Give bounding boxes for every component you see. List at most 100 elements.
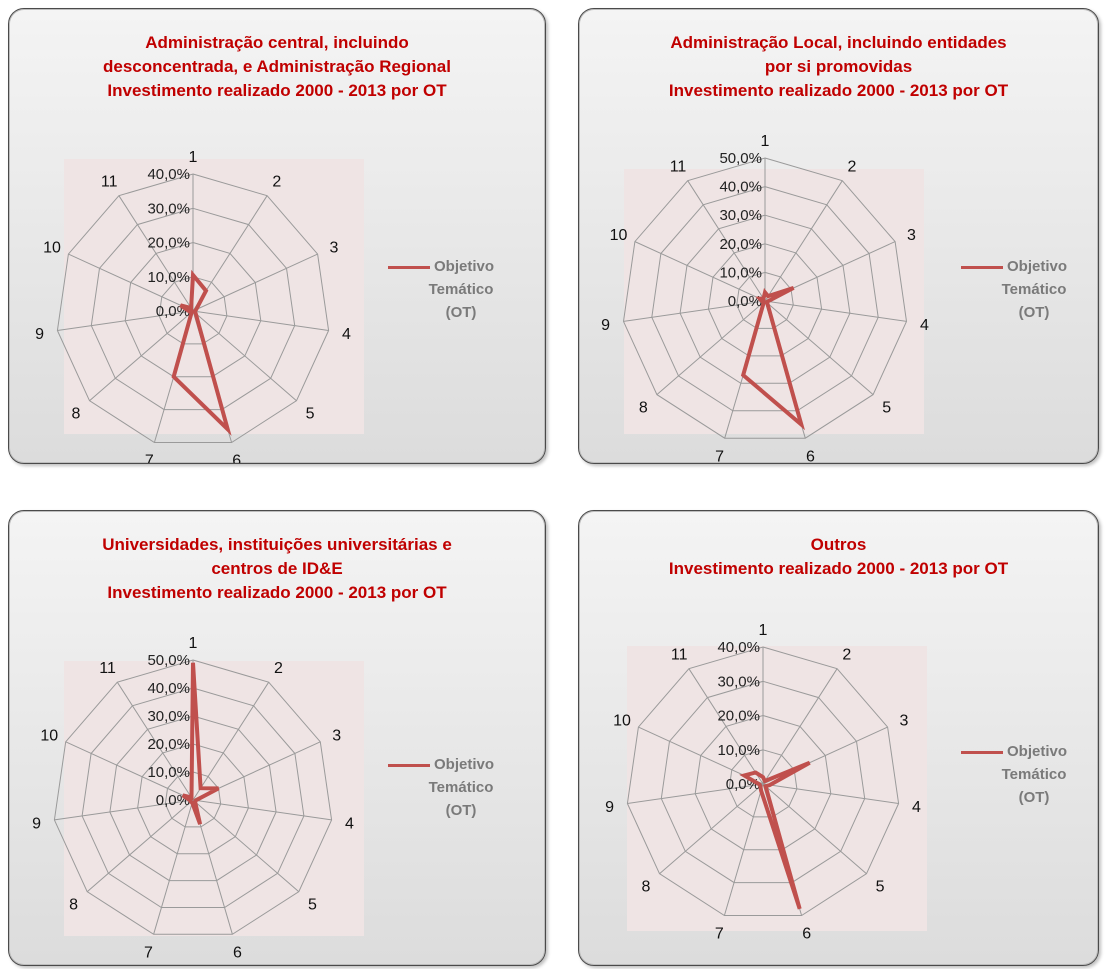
spoke (764, 300, 874, 395)
legend-label: Temático (428, 281, 494, 298)
legend-label: (OT) (1018, 789, 1050, 806)
category-label: 7 (715, 449, 724, 465)
category-label: 8 (639, 399, 648, 416)
spoke (89, 310, 194, 402)
category-label: 2 (272, 174, 281, 191)
category-label: 2 (848, 159, 857, 176)
axis-tick-label: 0,0% (156, 792, 190, 809)
category-label: 7 (145, 453, 154, 464)
chart-title-line: Administração central, incluindo (145, 33, 409, 52)
radar-chart: 0,0% 10,0% 20,0% 30,0% 40,0% 50,0%1 2 3 4 5 6 7 8 9 10… (601, 133, 929, 465)
legend: Objetivo Temático (OT) (388, 255, 495, 324)
grid-ring (626, 646, 900, 916)
chart-title-line: desconcentrada, e Administração Regional (103, 57, 451, 76)
spoke (192, 310, 297, 402)
spoke (762, 783, 867, 875)
category-label: 3 (907, 227, 916, 244)
axis-tick-label: 0,0% (726, 776, 760, 793)
legend-label: Objetivo (434, 258, 495, 275)
chart-panel-1: Administração central, incluindo desconc… (8, 8, 546, 464)
category-label: 11 (671, 647, 688, 664)
grid-ring (90, 207, 296, 411)
spoke (192, 681, 270, 801)
legend-label: Objetivo (1007, 743, 1068, 760)
series-line (740, 285, 805, 431)
category-label: 10 (610, 227, 628, 244)
category-label: 1 (761, 133, 770, 150)
category-label: 1 (759, 622, 768, 639)
spoke (192, 310, 329, 331)
grid-ring (728, 749, 798, 818)
chart-title-line: Investimento realizado 2000 - 2013 por O… (668, 81, 1009, 100)
grid-ring (158, 276, 228, 345)
legend-label: (OT) (1018, 304, 1050, 321)
grid-ring (679, 214, 851, 384)
chart-title-line: Investimento realizado 2000 - 2013 por O… (668, 559, 1009, 578)
category-label: 6 (802, 926, 811, 943)
axis-tick-label: 30,0% (717, 673, 760, 690)
chart-title: Outros Investimento realizado 2000 - 201… (579, 533, 1098, 581)
series-line (739, 760, 811, 910)
category-label: 1 (189, 149, 198, 166)
legend-swatch (961, 266, 1003, 269)
spoke (688, 668, 764, 785)
series-line (181, 662, 220, 825)
chart-panel-2: Administração Local, incluindo entidades… (578, 8, 1099, 464)
grid-ring (124, 241, 262, 378)
category-label: 8 (71, 406, 80, 423)
axis-tick-label: 30,0% (719, 207, 762, 224)
axis-tick-label: 30,0% (147, 200, 190, 217)
axis-tick-label: 30,0% (147, 708, 190, 725)
axis-tick-label: 50,0% (719, 150, 762, 167)
axis-tick-label: 40,0% (719, 179, 762, 196)
legend: Objetivo Temático (OT) (961, 740, 1068, 809)
chart-panel-3: Universidades, instituições universitári… (8, 510, 546, 966)
category-label: 8 (641, 879, 650, 896)
category-label: 11 (99, 660, 116, 677)
spoke (627, 783, 764, 804)
spoke (86, 799, 194, 893)
spoke (762, 783, 899, 804)
grid-ring (81, 687, 305, 908)
category-label: 10 (43, 240, 61, 257)
axis-tick-label: 20,0% (719, 236, 762, 253)
legend-label: (OT) (445, 304, 477, 321)
chart-title-line: por si promovidas (764, 57, 913, 76)
spoke (623, 300, 766, 322)
axis-tick-label: 40,0% (147, 166, 190, 183)
spoke (192, 799, 300, 893)
spoke (764, 300, 907, 322)
category-label: 3 (330, 240, 339, 257)
spoke (57, 310, 194, 331)
spoke (762, 668, 838, 785)
spoke (192, 799, 332, 821)
chart-title-line: Administração Local, incluindo entidades (670, 33, 1007, 52)
grid-ring (707, 243, 823, 357)
spoke (68, 253, 194, 312)
category-label: 8 (69, 897, 78, 914)
chart-title-line: centros de ID&E (211, 559, 343, 578)
spoke (116, 681, 194, 801)
legend-swatch (388, 764, 430, 767)
legend-label: Temático (1001, 281, 1067, 298)
legend-label: Objetivo (434, 756, 495, 773)
category-label: 4 (920, 317, 929, 334)
legend-swatch (388, 266, 430, 269)
plot-area (624, 169, 924, 434)
category-label: 7 (144, 945, 153, 962)
category-label: 5 (306, 406, 315, 423)
category-label: 10 (40, 727, 58, 744)
spoke (634, 241, 766, 302)
grid-ring (651, 186, 879, 412)
grid-ring (137, 743, 249, 855)
category-label: 11 (670, 159, 687, 176)
spoke (118, 195, 194, 312)
axis-tick-label: 40,0% (717, 639, 760, 656)
category-label: 3 (900, 713, 909, 730)
axis-tick-label: 10,0% (719, 264, 762, 281)
grid-ring (109, 715, 277, 882)
radar-chart: 0,0% 10,0% 20,0% 30,0% 40,0% 50,0%1 2 3 4 5 6 7 8 9 10… (32, 635, 364, 962)
legend: Objetivo Temático (OT) (388, 753, 495, 822)
axis-tick-label: 10,0% (147, 764, 190, 781)
axis-tick-label: 40,0% (147, 680, 190, 697)
